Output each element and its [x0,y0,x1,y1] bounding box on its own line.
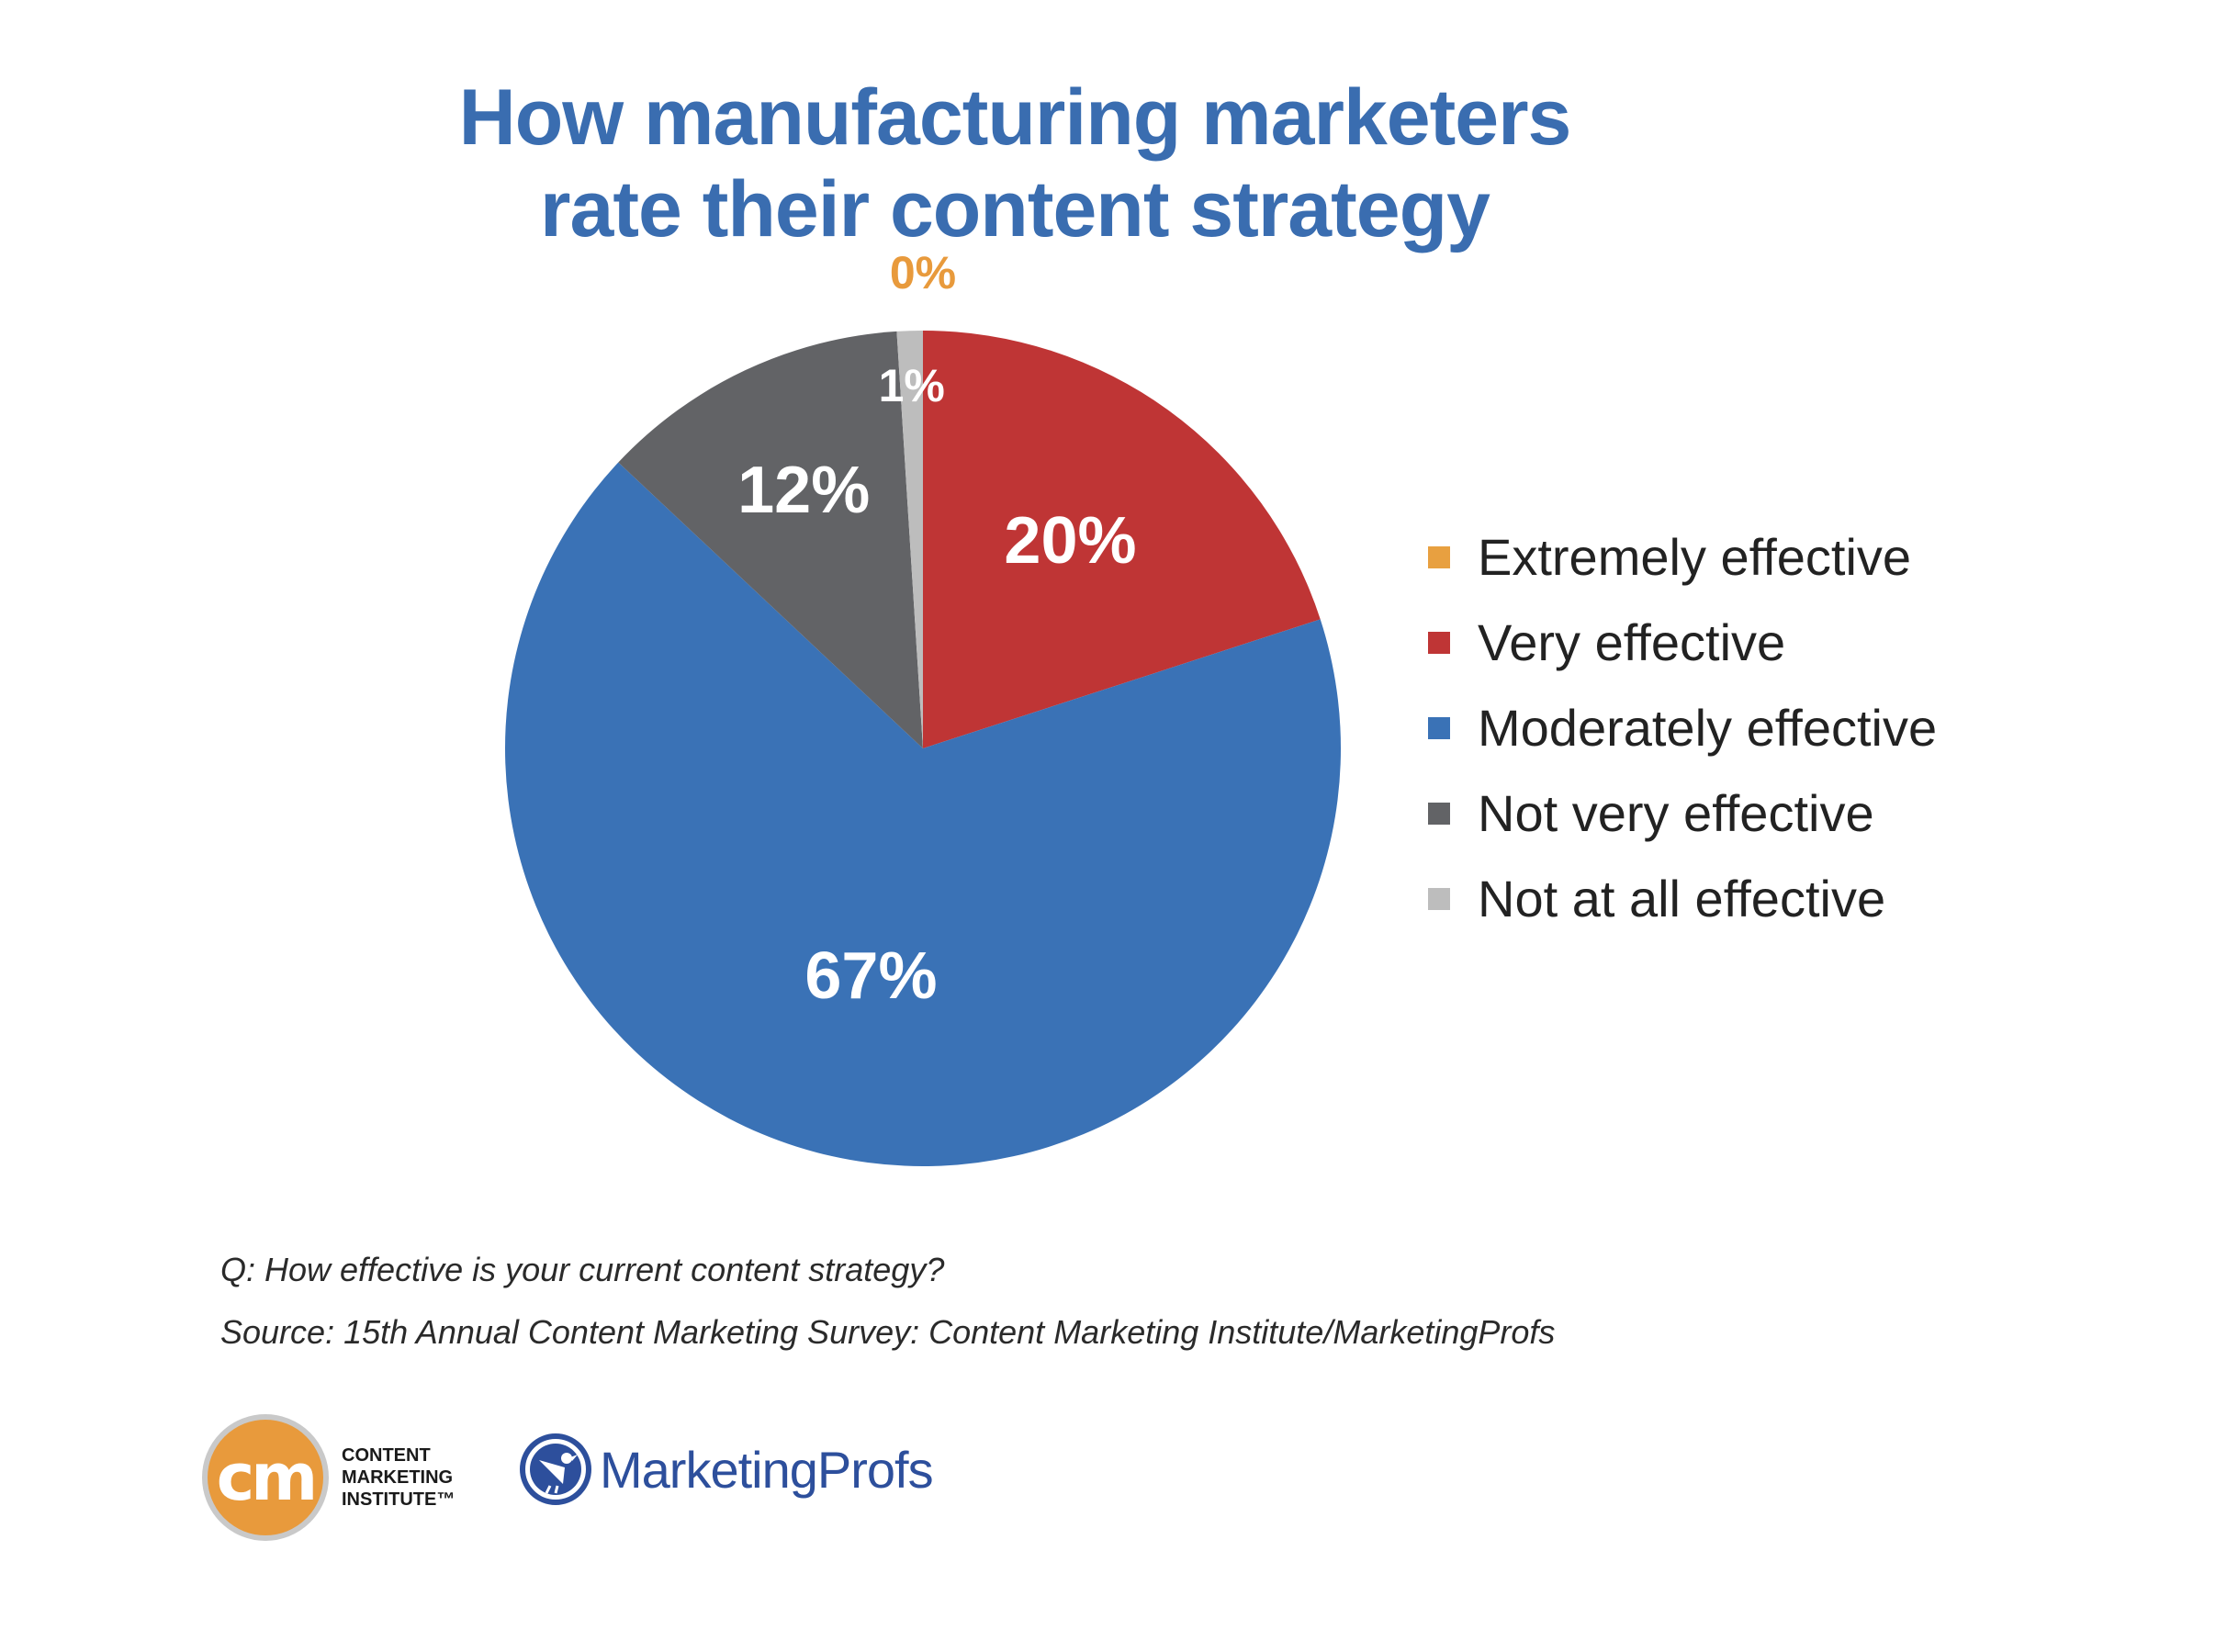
legend: Extremely effective Very effective Moder… [1428,514,1937,941]
pie-slice-very-effective [923,331,1321,748]
legend-label: Moderately effective [1478,699,1938,757]
bird-icon [520,1433,591,1505]
data-label-very-effective: 20% [1004,504,1136,578]
legend-swatch [1428,716,1450,739]
marketingprofs-logo: MarketingProfs [519,1433,934,1506]
data-label-moderately-effective: 67% [804,939,937,1013]
data-label-not-at-all-effective: 1% [879,360,945,411]
pie-slice-moderately-effective [505,462,1341,1166]
survey-question: Q: How effective is your current content… [220,1251,945,1288]
chart-title-line-1: How manufacturing marketers [458,73,1572,162]
legend-swatch [1428,802,1450,825]
chart-notes: Q: How effective is your current content… [220,1244,1555,1369]
cmi-wordmark-line-3: INSTITUTE™ [342,1489,456,1510]
content-marketing-institute-logo: cm CONTENT MARKETING INSTITUTE™ [202,1414,455,1541]
legend-swatch [1428,545,1450,568]
cmi-wordmark: CONTENT MARKETING INSTITUTE™ [342,1444,455,1511]
legend-item-very-effective: Very effective [1428,600,1937,685]
legend-label: Not at all effective [1478,870,1886,927]
cmi-badge-icon: cm [202,1414,329,1541]
cmi-wordmark-line-1: CONTENT [342,1445,431,1466]
legend-item-not-very-effective: Not very effective [1428,770,1937,856]
pie-slice-not-very-effective [618,331,923,748]
legend-item-moderately-effective: Moderately effective [1428,685,1937,770]
cmi-wordmark-line-2: MARKETING [342,1467,454,1488]
data-label-extremely-effective: 0% [890,247,956,298]
data-label-not-very-effective: 12% [737,454,870,527]
pie-slice-not-at-all-effective [896,331,923,748]
source-note: Source: 15th Annual Content Marketing Su… [220,1313,1556,1351]
legend-label: Extremely effective [1478,528,1912,586]
legend-swatch [1428,631,1450,654]
legend-swatch [1428,887,1450,910]
marketingprofs-wordmark: MarketingProfs [600,1440,934,1499]
legend-item-not-at-all-effective: Not at all effective [1428,856,1937,941]
chart-title: How manufacturing marketers rate their c… [0,72,2030,255]
chart-title-line-2: rate their content strategy [540,165,1490,253]
legend-item-extremely-effective: Extremely effective [1428,514,1937,600]
legend-label: Very effective [1478,613,1786,671]
legend-label: Not very effective [1478,784,1874,842]
